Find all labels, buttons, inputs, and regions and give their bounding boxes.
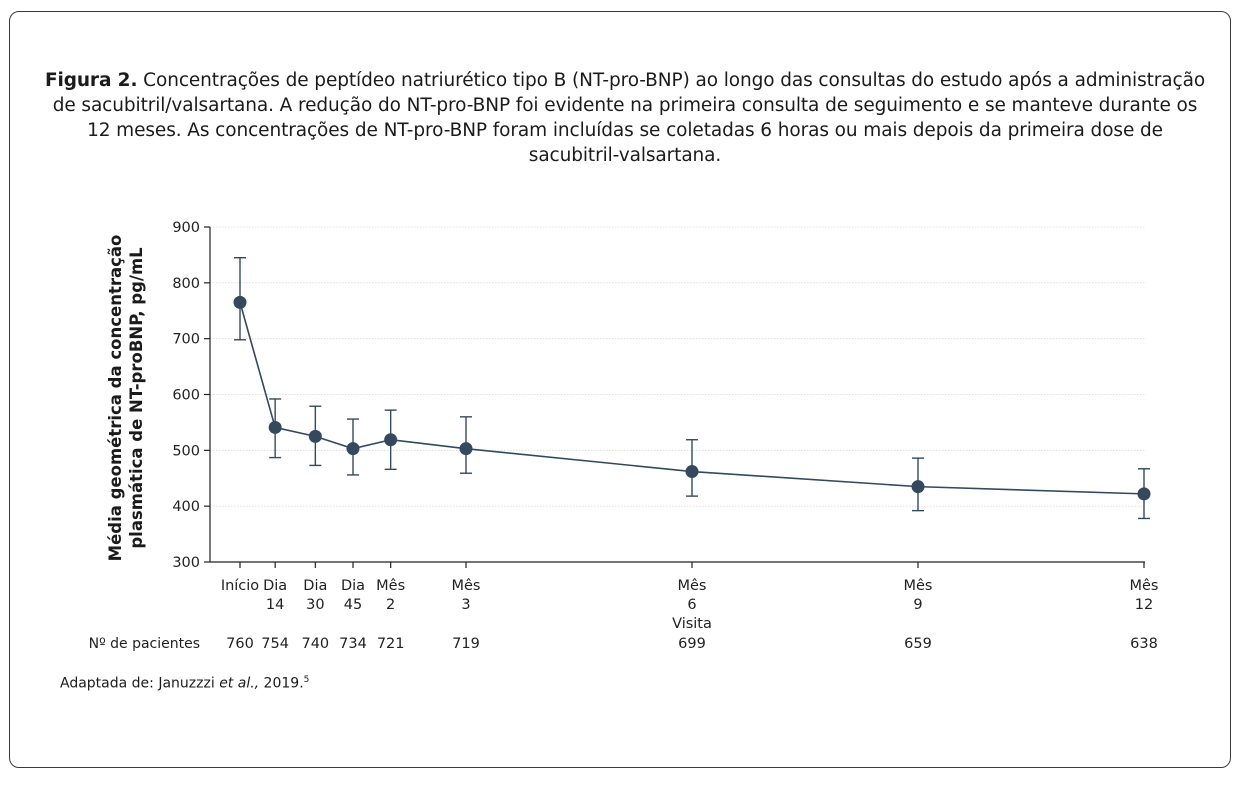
x-tick-label-6-1: 6 [687,597,696,613]
data-point-4 [384,433,398,447]
patients-count-4: 721 [377,636,405,652]
y-tick-label-800: 800 [172,276,200,292]
data-point-3 [346,442,360,456]
x-axis-title: Visita [672,616,712,632]
x-tick-label-5-0: Mês [452,578,481,594]
data-point-8 [1137,487,1151,501]
y-tick-label-400: 400 [172,499,200,515]
y-tick-label-900: 900 [172,220,200,236]
x-tick-label-2-1: 30 [306,597,324,613]
source-note: Adaptada de: Januzzzi et al., 2019.5 [60,675,309,692]
y-axis-title-line1: Média geométrica da concentração [106,235,125,562]
x-tick-label-4-1: 2 [386,597,395,613]
patients-count-2: 740 [301,636,329,652]
x-tick-label-4-0: Mês [376,578,405,594]
x-tick-label-7-0: Mês [904,578,933,594]
x-tick-label-5-1: 3 [461,597,470,613]
x-tick-label-2-0: Dia [303,578,327,594]
data-point-2 [308,429,322,443]
x-tick-label-1-1: 14 [266,597,284,613]
x-tick-label-8-1: 12 [1135,597,1153,613]
figure-caption: Figura 2. Concentrações de peptídeo natr… [40,68,1210,168]
x-tick-label-7-1: 9 [913,597,922,613]
patients-count-8: 638 [1130,636,1158,652]
data-point-1 [268,420,282,434]
source-year: 2019. [259,675,304,692]
source-ref: 5 [303,675,310,685]
source-prefix: Adaptada de: Januzzzi [60,675,220,692]
source-italic: et al., [219,675,260,692]
data-point-7 [911,480,925,494]
figure-frame [9,11,1231,768]
x-tick-label-1-0: Dia [263,578,287,594]
patients-count-7: 659 [904,636,932,652]
patients-count-6: 699 [678,636,706,652]
y-tick-label-300: 300 [172,555,200,571]
data-point-5 [459,442,473,456]
patients-label: Nº de pacientes [89,636,200,652]
data-point-0 [233,295,247,309]
patients-count-3: 734 [339,636,367,652]
y-tick-label-500: 500 [172,443,200,459]
x-tick-label-6-0: Mês [678,578,707,594]
x-tick-label-8-0: Mês [1130,578,1159,594]
y-axis-title-line2: plasmática de NT-proBNP, pg/mL [127,247,146,549]
x-tick-label-3-0: Dia [341,578,365,594]
figure-label: Figura 2. [44,70,138,91]
patients-count-0: 760 [226,636,254,652]
y-tick-label-600: 600 [172,388,200,404]
x-tick-label-3-1: 45 [344,597,362,613]
patients-count-5: 719 [452,636,480,652]
caption-text: Concentrações de peptídeo natriurético t… [52,70,1206,166]
data-point-6 [685,465,699,479]
x-tick-label-0: Início [221,578,259,594]
y-tick-label-700: 700 [172,332,200,348]
patients-count-1: 754 [261,636,289,652]
